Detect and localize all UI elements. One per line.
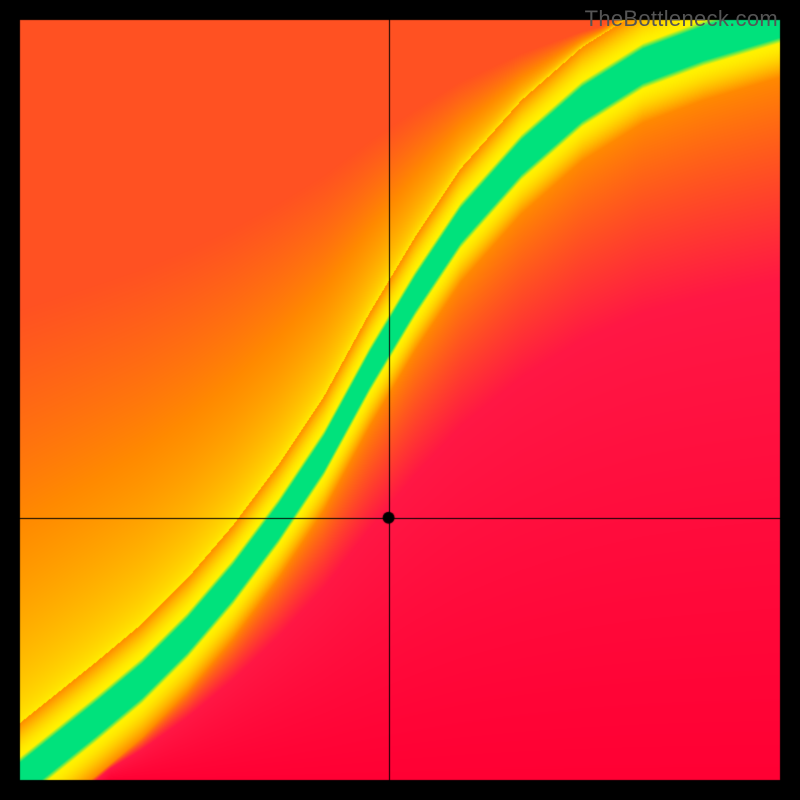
chart-container: TheBottleneck.com	[0, 0, 800, 800]
bottleneck-heatmap	[0, 0, 800, 800]
watermark-text: TheBottleneck.com	[585, 6, 778, 32]
